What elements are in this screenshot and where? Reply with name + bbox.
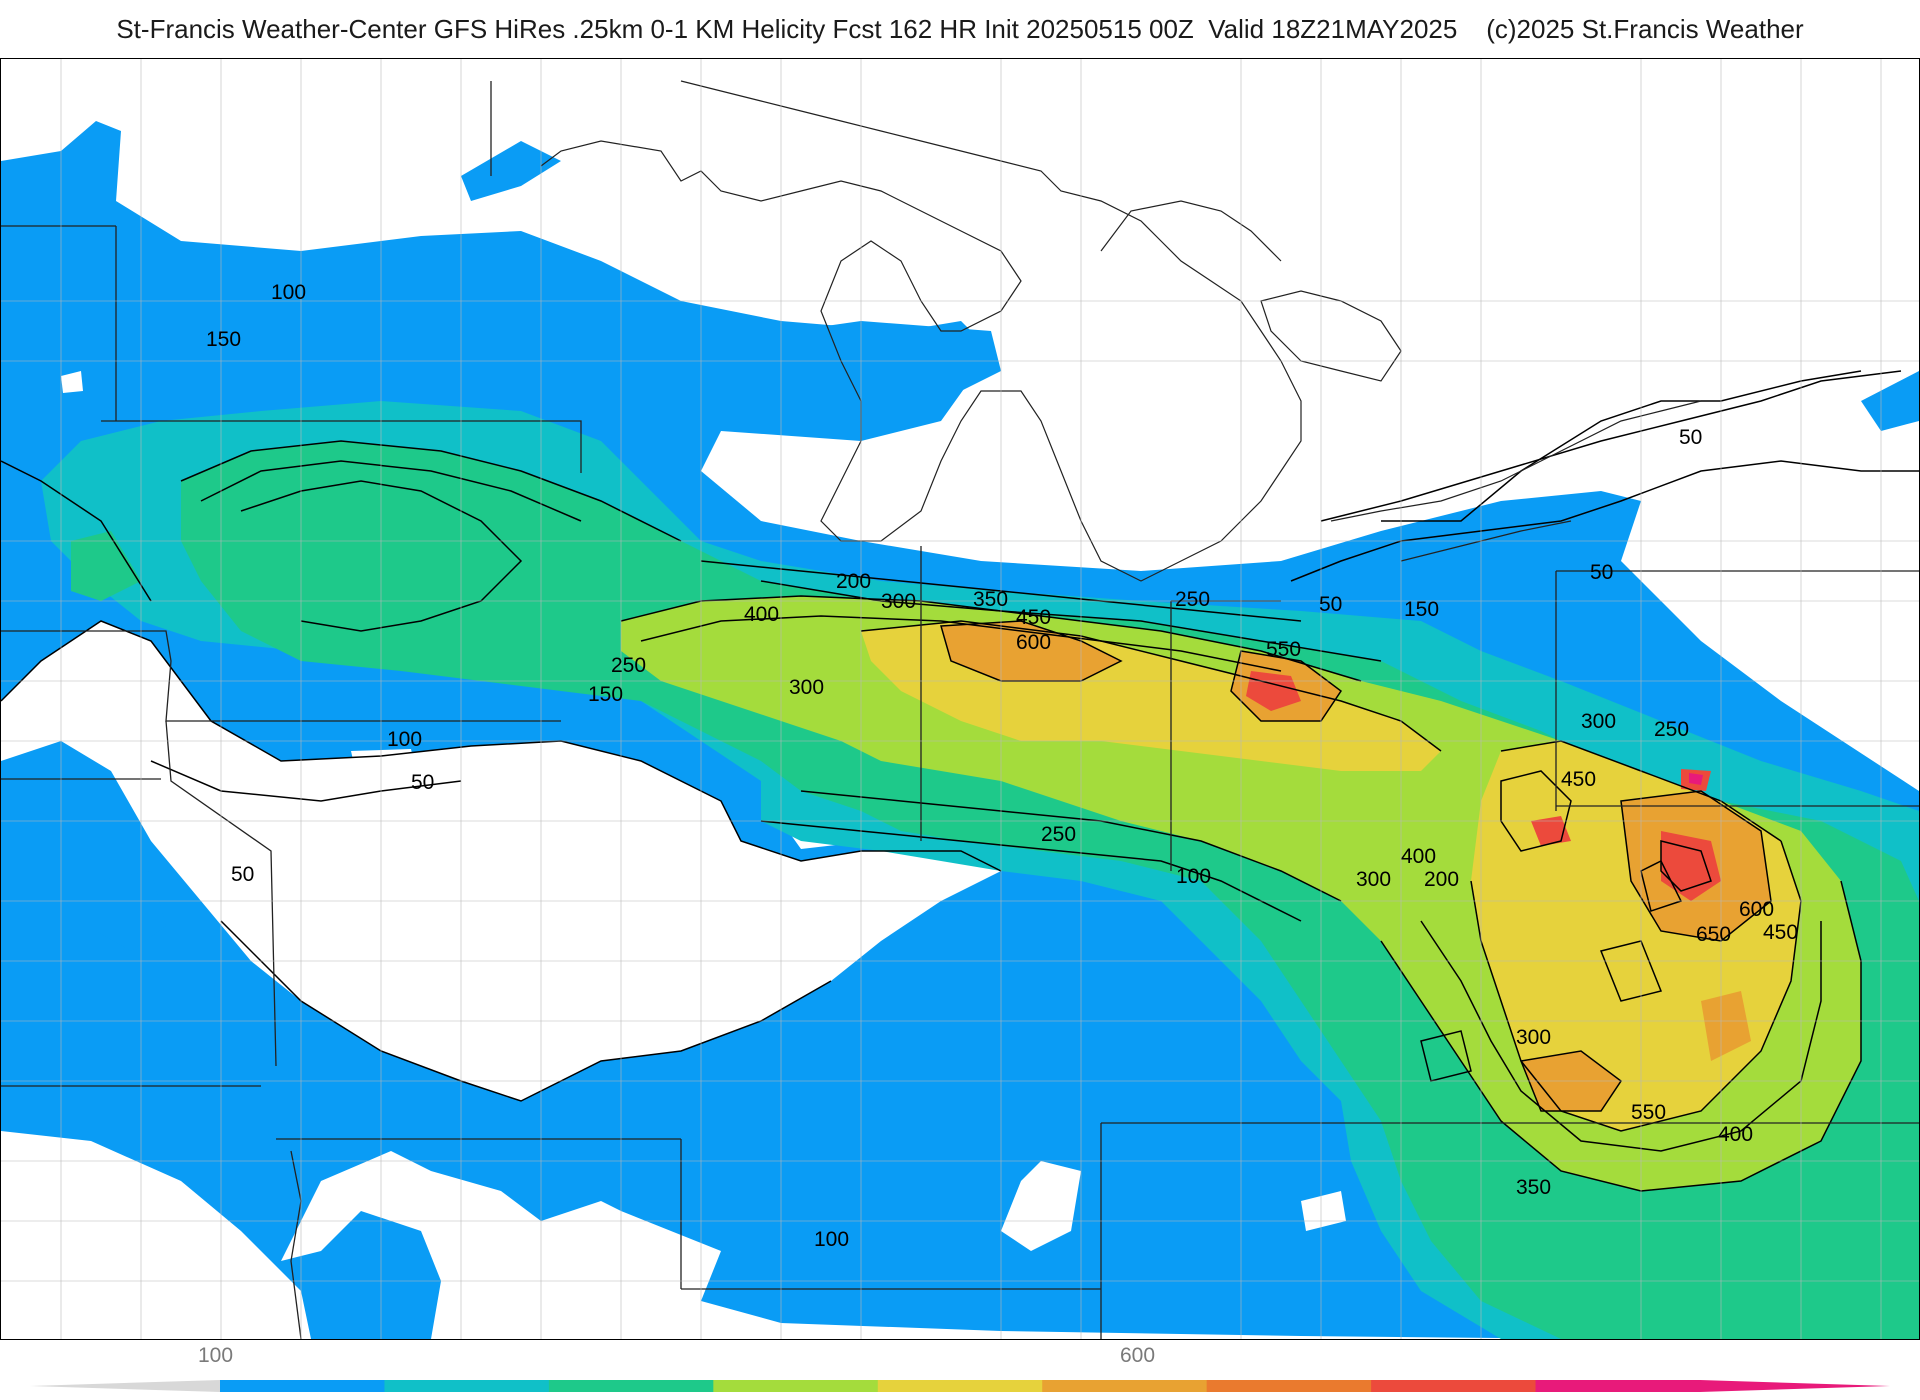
colorbar-segment bbox=[548, 1380, 714, 1392]
contour-label: 400 bbox=[1401, 845, 1436, 868]
contour-label: 250 bbox=[611, 654, 646, 677]
contour-label: 150 bbox=[1404, 598, 1439, 621]
contour-label: 150 bbox=[206, 328, 241, 351]
colorbar-tick-label: 100 bbox=[198, 1344, 234, 1367]
helicity-map: 100 150 200 300 350 450 600 400 250 300 … bbox=[0, 58, 1920, 1340]
contour-label: 250 bbox=[1041, 823, 1076, 846]
helicity-band-magenta bbox=[1689, 773, 1703, 785]
contour-label: 200 bbox=[836, 570, 871, 593]
contour-label: 600 bbox=[1739, 898, 1774, 921]
contour-label: 200 bbox=[1424, 868, 1459, 891]
colorbar-tick-label: 600 bbox=[1120, 1344, 1156, 1367]
colorbar-segment bbox=[384, 1380, 550, 1392]
contour-label: 250 bbox=[1654, 718, 1689, 741]
contour-label: 650 bbox=[1696, 923, 1731, 946]
contour-label: 100 bbox=[1176, 865, 1211, 888]
contour-label: 450 bbox=[1763, 921, 1798, 944]
state-boundaries bbox=[1, 81, 1919, 1339]
contour-labels: 100 150 200 300 350 450 600 400 250 300 … bbox=[206, 281, 1798, 1251]
contour-label: 550 bbox=[1631, 1101, 1666, 1124]
contour-label: 50 bbox=[411, 771, 434, 794]
contour-label: 450 bbox=[1561, 768, 1596, 791]
colorbar-segment bbox=[877, 1380, 1043, 1392]
contour-label: 100 bbox=[271, 281, 306, 304]
contour-label: 100 bbox=[814, 1228, 849, 1251]
contour-label: 400 bbox=[1718, 1123, 1753, 1146]
contour-label: 300 bbox=[881, 590, 916, 613]
colorbar-segment bbox=[1371, 1380, 1537, 1392]
colorbar-low-arrow bbox=[30, 1380, 220, 1392]
contour-label: 550 bbox=[1266, 638, 1301, 661]
contour-label: 350 bbox=[1516, 1176, 1551, 1199]
contour-label: 300 bbox=[1516, 1026, 1551, 1049]
contour-label: 300 bbox=[1581, 710, 1616, 733]
colorbar-segment bbox=[1042, 1380, 1208, 1392]
colorbar-segment bbox=[1206, 1380, 1372, 1392]
contour-label: 300 bbox=[1356, 868, 1391, 891]
colorbar-segments bbox=[220, 1380, 1701, 1392]
map-title: St-Francis Weather-Center GFS HiRes .25k… bbox=[116, 14, 1804, 44]
colorbar-segment bbox=[713, 1380, 879, 1392]
contour-label: 300 bbox=[789, 676, 824, 699]
contour-label: 50 bbox=[1679, 426, 1702, 449]
contour-label: 100 bbox=[387, 728, 422, 751]
contour-label: 400 bbox=[744, 603, 779, 626]
contour-label: 600 bbox=[1016, 631, 1051, 654]
colorbar-segment bbox=[1535, 1380, 1701, 1392]
contour-label: 250 bbox=[1175, 588, 1210, 611]
contour-label: 450 bbox=[1016, 606, 1051, 629]
contour-label: 50 bbox=[231, 863, 254, 886]
contour-label: 150 bbox=[588, 683, 623, 706]
contour-label: 50 bbox=[1319, 593, 1342, 616]
contour-label: 350 bbox=[973, 588, 1008, 611]
contour-label: 50 bbox=[1590, 561, 1613, 584]
colorbar-segment bbox=[220, 1380, 385, 1392]
county-lines bbox=[1, 59, 1919, 1339]
helicity-band-green bbox=[71, 441, 1919, 1339]
colorbar bbox=[30, 1380, 1890, 1392]
colorbar-high-arrow bbox=[1700, 1380, 1890, 1392]
